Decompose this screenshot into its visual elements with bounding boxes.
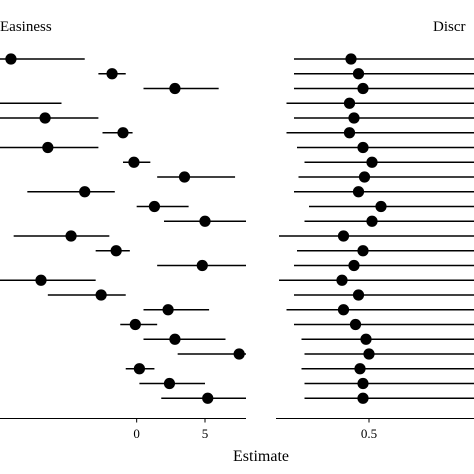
right-estimate-point-13 [337,230,350,242]
right-estimate-point-4 [343,97,356,109]
right-estimate-point-21 [363,348,375,360]
left-estimate-point-16 [35,274,47,286]
right-estimate-point-9 [358,171,371,183]
panel-title-discr: Discr [433,19,466,35]
left-estimate-point-24 [202,392,214,404]
panel-title-easiness: Easiness [0,19,52,35]
left-estimate-point-11 [148,200,161,213]
left-estimate-point-18 [162,304,174,316]
right-estimate-point-1 [345,53,357,65]
left-estimate-point-20 [169,333,181,345]
right-estimate-point-18 [337,304,350,316]
left-estimate-point-3 [169,82,181,95]
left-estimate-point-10 [79,186,91,198]
right-estimate-point-8 [366,156,378,168]
left-estimate-point-23 [163,377,176,390]
right-x-tick-label-1: 0.5 [361,426,377,441]
left-estimate-point-8 [128,156,140,168]
right-estimate-point-15 [348,259,360,272]
right-estimate-point-17 [352,289,365,301]
right-estimate-point-19 [349,318,362,331]
left-estimate-point-19 [129,318,141,331]
left-x-tick-label-2: 5 [202,426,209,441]
right-estimate-point-23 [357,377,369,390]
right-estimate-point-3 [357,82,369,95]
right-estimate-point-12 [366,215,378,227]
right-estimate-point-10 [352,186,365,198]
left-estimate-point-7 [42,141,54,154]
right-estimate-point-14 [357,245,369,257]
left-estimate-point-5 [39,112,51,124]
left-estimate-point-15 [196,259,208,272]
left-panel [0,53,246,404]
right-estimate-point-11 [375,200,387,213]
left-estimate-point-17 [95,289,107,301]
left-estimate-point-21 [233,348,245,360]
left-x-tick-label-1: 0 [133,426,140,441]
right-estimate-point-16 [336,274,348,286]
left-estimate-point-2 [106,68,118,80]
left-estimate-point-13 [65,230,77,242]
x-axis-title: Estimate [233,448,289,465]
left-estimate-point-6 [117,127,129,139]
left-estimate-point-22 [133,363,145,375]
right-estimate-point-5 [348,112,360,124]
left-estimate-point-12 [199,215,211,227]
right-estimate-point-6 [343,127,356,139]
left-estimate-point-14 [110,245,122,257]
right-estimate-point-24 [357,392,369,404]
left-estimate-point-1 [5,53,17,65]
right-estimate-point-20 [360,333,372,345]
right-panel [279,53,474,404]
right-estimate-point-22 [354,363,366,375]
left-estimate-point-9 [178,171,191,183]
right-x-ticks: 0.5 [361,418,377,441]
right-estimate-point-2 [352,68,365,80]
right-estimate-point-7 [357,141,369,154]
